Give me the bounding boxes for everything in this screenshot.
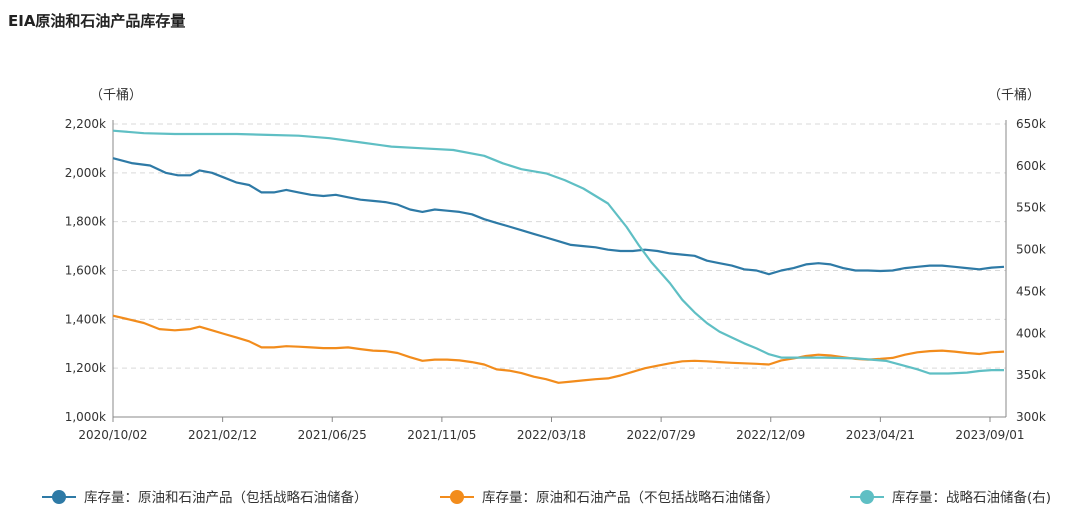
y-tick-label-left: 1,800k	[65, 215, 106, 229]
series-line-2	[112, 314, 1005, 384]
y-tick-label-left: 1,600k	[65, 264, 106, 278]
x-tick-label: 2022/03/18	[517, 428, 586, 442]
y-tick-label-right: 350k	[1016, 368, 1046, 382]
x-tick-label: 2023/04/21	[846, 428, 915, 442]
left-axis-unit: （千桶）	[90, 88, 142, 103]
x-tick-label: 2022/12/09	[736, 428, 805, 442]
x-tick-label: 2023/09/01	[955, 428, 1024, 442]
y-tick-label-right: 500k	[1016, 243, 1046, 257]
y-tick-label-left: 1,000k	[65, 410, 106, 424]
legend-label: 库存量：战略石油储备(右)	[892, 489, 1051, 506]
x-tick-label: 2020/10/02	[78, 428, 147, 442]
y-tick-label-left: 2,000k	[65, 166, 106, 180]
y-tick-label-left: 1,400k	[65, 312, 106, 326]
x-tick-label: 2021/06/25	[298, 428, 367, 442]
series-line-3	[112, 129, 1004, 375]
x-tick-label: 2022/07/29	[627, 428, 696, 442]
legend-label: 库存量：原油和石油产品（不包括战略石油储备）	[482, 489, 779, 506]
y-tick-label-right: 300k	[1016, 410, 1046, 424]
y-tick-label-right: 450k	[1016, 284, 1046, 298]
y-tick-label-right: 600k	[1016, 159, 1046, 173]
y-tick-label-right: 550k	[1016, 201, 1046, 215]
right-axis-unit: （千桶）	[988, 88, 1040, 103]
chart-title: EIA原油和石油产品库存量	[8, 12, 186, 30]
x-tick-label: 2021/02/12	[188, 428, 257, 442]
legend-marker	[450, 490, 464, 504]
y-tick-label-left: 2,200k	[65, 117, 106, 131]
y-tick-label-right: 400k	[1016, 326, 1046, 340]
series-line-1	[112, 157, 1005, 276]
legend-marker	[52, 490, 66, 504]
y-tick-label-left: 1,200k	[65, 361, 106, 375]
legend-marker	[860, 490, 874, 504]
x-tick-label: 2021/11/05	[407, 428, 476, 442]
y-tick-label-right: 650k	[1016, 117, 1046, 131]
legend-label: 库存量：原油和石油产品（包括战略石油储备）	[84, 489, 368, 506]
